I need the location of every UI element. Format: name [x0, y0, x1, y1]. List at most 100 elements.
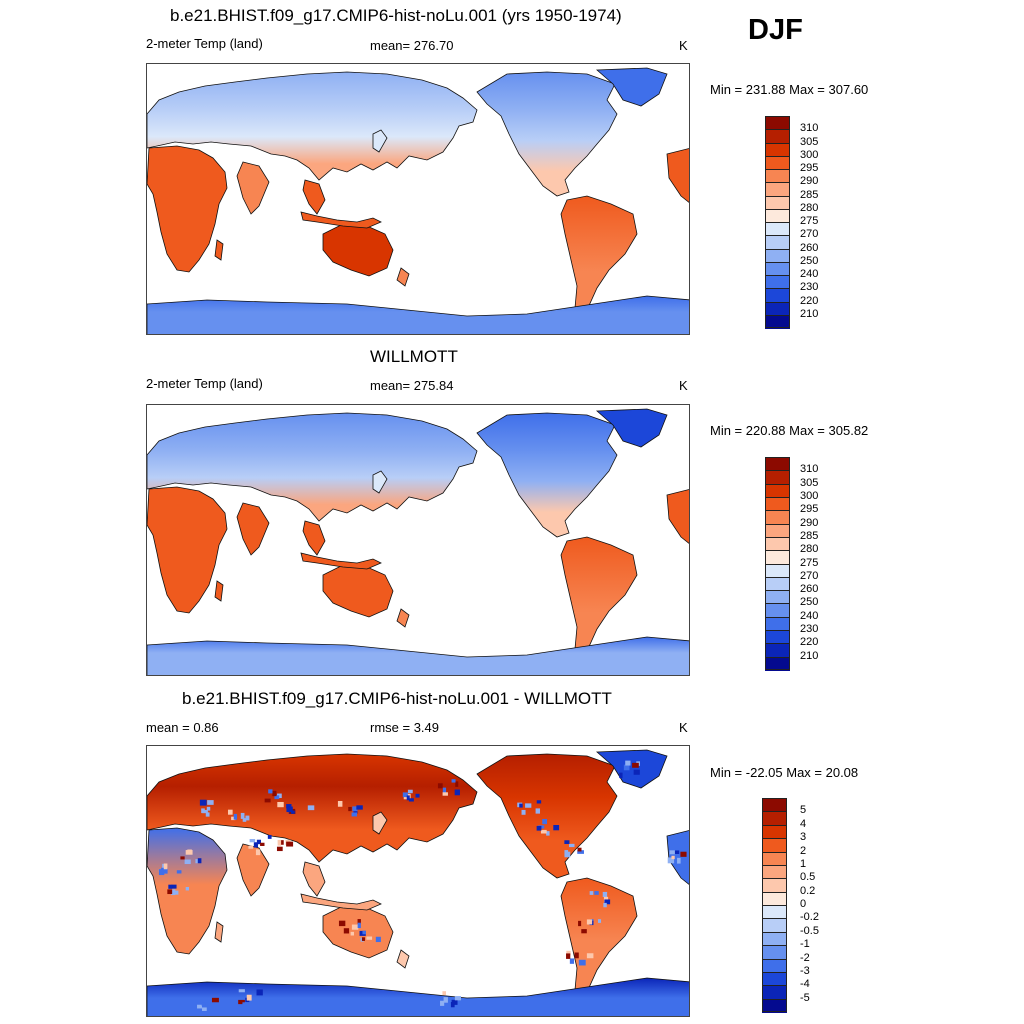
colorbar-tick-label: 305	[800, 476, 819, 489]
land-japan	[372, 811, 388, 835]
colorbar-cell	[765, 603, 790, 618]
panel-3-rmse-label: rmse = 3.49	[370, 720, 440, 735]
panel-3-colorbar	[762, 798, 787, 1013]
diff-speckle	[268, 789, 273, 794]
diff-speckle	[667, 857, 675, 864]
colorbar-cell	[765, 235, 790, 250]
diff-speckle	[238, 999, 245, 1005]
diff-speckle	[274, 795, 280, 800]
diff-speckle	[197, 858, 202, 864]
land-greenland	[595, 67, 668, 107]
diff-speckle	[352, 806, 358, 812]
diff-speckle	[546, 831, 550, 836]
diff-speckle	[361, 937, 365, 941]
land-samerica	[560, 536, 638, 664]
diff-speckle	[536, 825, 542, 831]
colorbar-cell	[765, 563, 790, 578]
colorbar-tick-label: 260	[800, 241, 819, 254]
colorbar-tick-label: 4	[800, 817, 807, 830]
colorbar-tick-label: 275	[800, 215, 819, 227]
colorbar-cell	[765, 248, 790, 263]
land-india	[236, 502, 270, 556]
land-madagascar	[214, 921, 224, 943]
diff-speckle	[277, 801, 284, 808]
colorbar-tick-label: 295	[800, 503, 819, 516]
diff-speckle	[577, 847, 582, 852]
land-africa	[147, 486, 228, 614]
colorbar-tick-label: 210	[800, 307, 819, 320]
diff-speckle	[286, 841, 294, 847]
diff-speckle	[201, 1002, 206, 1006]
diff-speckle	[619, 772, 623, 779]
colorbar-tick-label: 285	[800, 188, 819, 201]
diff-speckle	[455, 781, 459, 787]
land-australia	[322, 905, 394, 959]
diff-speckle	[176, 870, 182, 874]
diff-speckle	[246, 994, 252, 1001]
diff-speckle	[564, 840, 570, 844]
diff-speckle	[362, 930, 366, 935]
colorbar-cell	[765, 630, 790, 645]
colorbar-tick-label: 250	[800, 596, 819, 609]
colorbar-cell	[765, 275, 790, 290]
diff-speckle	[199, 799, 207, 806]
land-australia	[322, 223, 394, 277]
colorbar-cell	[765, 536, 790, 552]
colorbar-cell	[762, 958, 787, 973]
colorbar-cell	[765, 496, 790, 512]
panel-2-colorbar	[765, 457, 790, 671]
land-australia	[322, 564, 394, 618]
land-madagascar	[214, 239, 224, 261]
diff-speckle	[233, 813, 238, 820]
diff-speckle	[277, 839, 282, 846]
colorbar-cell	[765, 301, 790, 316]
diff-speckle	[260, 842, 265, 846]
diff-speckle	[540, 829, 547, 834]
diff-speckle	[566, 950, 571, 956]
panel-3-minmax: Min = -22.05 Max = 20.08	[710, 765, 859, 780]
diff-speckle	[171, 889, 176, 896]
colorbar-tick-label: 300	[800, 489, 819, 502]
land-madagascar	[214, 580, 224, 602]
land-nz	[396, 949, 410, 969]
colorbar-cell	[762, 998, 787, 1013]
colorbar-cell	[765, 129, 790, 144]
diff-speckle	[210, 1001, 215, 1006]
diff-speckle	[357, 919, 361, 924]
land-westafrica	[666, 489, 689, 544]
diff-speckle	[408, 798, 414, 802]
diff-speckle	[586, 953, 594, 959]
colorbar-tick-label: 5	[800, 804, 807, 817]
colorbar-cell	[765, 208, 790, 223]
diff-speckle	[454, 996, 462, 1001]
land-eurasia	[147, 412, 478, 522]
diff-speckle	[568, 843, 575, 848]
panel-2-unit: K	[679, 378, 688, 393]
diff-speckle	[231, 816, 236, 821]
colorbar-tick-label: 300	[800, 148, 819, 161]
colorbar-cell	[765, 195, 790, 210]
land-indonesia	[300, 893, 382, 911]
land-seasia	[302, 520, 326, 556]
land-antarctica	[147, 977, 689, 1016]
diff-speckle	[286, 806, 293, 813]
colorbar-tick-label: -0.2	[800, 911, 819, 924]
land-namerica	[476, 71, 618, 197]
colorbar-cell	[765, 590, 790, 605]
diff-speckle	[671, 855, 675, 860]
land-samerica	[560, 195, 638, 323]
diff-speckle	[442, 792, 448, 796]
colorbar-tick-label: 250	[800, 254, 819, 267]
colorbar-tick-label: 240	[800, 268, 819, 280]
colorbar-cell	[765, 643, 790, 658]
colorbar-tick-label: 285	[800, 529, 819, 542]
diff-speckle	[256, 839, 261, 845]
colorbar-tick-label: 290	[800, 516, 819, 529]
land-india	[236, 843, 270, 897]
colorbar-cell	[765, 314, 790, 329]
colorbar-cell	[765, 656, 790, 671]
colorbar-tick-label: 270	[800, 569, 819, 582]
diff-speckle	[581, 929, 587, 934]
diff-speckle	[525, 803, 532, 808]
colorbar-tick-label: -1	[800, 938, 810, 951]
